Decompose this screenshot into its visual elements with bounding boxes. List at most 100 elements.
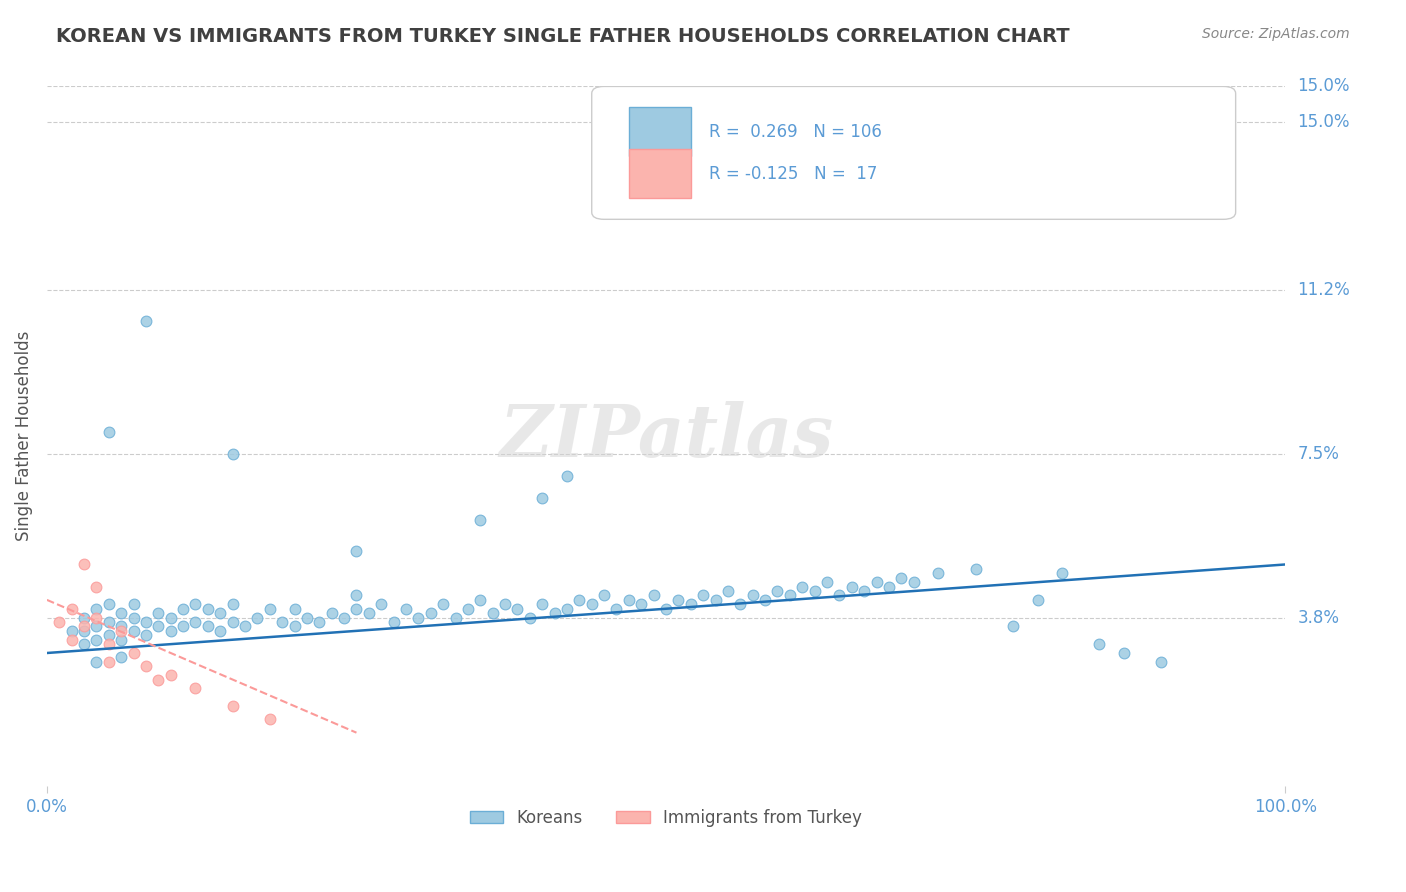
Koreans xyxy=(246,610,269,624)
Immigrants from Turkey xyxy=(97,655,120,669)
Koreans xyxy=(209,624,232,638)
Koreans xyxy=(630,597,652,611)
Koreans xyxy=(221,615,243,629)
Text: ZIPatlas: ZIPatlas xyxy=(499,401,834,472)
Koreans xyxy=(444,610,467,624)
Immigrants from Turkey xyxy=(221,699,243,714)
Immigrants from Turkey xyxy=(97,637,120,651)
Immigrants from Turkey xyxy=(135,659,157,673)
Koreans xyxy=(172,619,194,633)
Text: 15.0%: 15.0% xyxy=(1298,78,1350,95)
Koreans xyxy=(593,589,616,603)
Y-axis label: Single Father Households: Single Father Households xyxy=(15,331,32,541)
Koreans xyxy=(419,606,441,620)
Koreans xyxy=(617,593,640,607)
Koreans xyxy=(395,601,418,615)
Koreans xyxy=(333,610,356,624)
Koreans xyxy=(271,615,294,629)
Koreans xyxy=(494,597,516,611)
Koreans xyxy=(1026,593,1049,607)
Koreans xyxy=(184,615,207,629)
Koreans xyxy=(221,447,243,461)
Koreans xyxy=(135,628,157,642)
Koreans xyxy=(110,632,132,647)
Koreans xyxy=(184,597,207,611)
Koreans xyxy=(543,606,565,620)
Koreans xyxy=(581,597,603,611)
Koreans xyxy=(679,597,702,611)
Koreans xyxy=(135,314,157,328)
Koreans xyxy=(97,615,120,629)
FancyBboxPatch shape xyxy=(592,87,1236,219)
Koreans xyxy=(97,597,120,611)
Text: 7.5%: 7.5% xyxy=(1298,445,1340,463)
Koreans xyxy=(903,575,925,590)
Koreans xyxy=(841,580,863,594)
Text: R =  0.269   N = 106: R = 0.269 N = 106 xyxy=(710,123,882,141)
Koreans xyxy=(122,597,145,611)
Koreans xyxy=(283,601,305,615)
Koreans xyxy=(97,628,120,642)
Koreans xyxy=(1001,619,1024,633)
Koreans xyxy=(159,610,181,624)
Koreans xyxy=(197,619,219,633)
Koreans xyxy=(148,619,170,633)
Koreans xyxy=(86,601,108,615)
Koreans xyxy=(828,589,851,603)
Koreans xyxy=(555,601,578,615)
Koreans xyxy=(122,610,145,624)
Immigrants from Turkey xyxy=(73,558,96,572)
Koreans xyxy=(927,566,949,581)
Koreans xyxy=(346,589,368,603)
Koreans xyxy=(73,610,96,624)
Text: 15.0%: 15.0% xyxy=(1298,113,1350,131)
Immigrants from Turkey xyxy=(148,673,170,687)
Koreans xyxy=(531,597,554,611)
Koreans xyxy=(766,584,789,599)
Koreans xyxy=(1150,655,1173,669)
Koreans xyxy=(408,610,430,624)
Koreans xyxy=(815,575,838,590)
Koreans xyxy=(470,593,492,607)
Koreans xyxy=(73,637,96,651)
Koreans xyxy=(73,624,96,638)
Koreans xyxy=(60,624,83,638)
Koreans xyxy=(110,606,132,620)
Koreans xyxy=(643,589,665,603)
Koreans xyxy=(346,601,368,615)
Koreans xyxy=(803,584,825,599)
Koreans xyxy=(668,593,690,607)
Koreans xyxy=(555,469,578,483)
Koreans xyxy=(1114,646,1136,660)
Koreans xyxy=(457,601,479,615)
Koreans xyxy=(370,597,392,611)
Immigrants from Turkey xyxy=(86,610,108,624)
Immigrants from Turkey xyxy=(159,668,181,682)
Immigrants from Turkey xyxy=(110,624,132,638)
Koreans xyxy=(692,589,714,603)
Koreans xyxy=(321,606,343,620)
Koreans xyxy=(506,601,529,615)
Koreans xyxy=(110,619,132,633)
Immigrants from Turkey xyxy=(86,580,108,594)
Bar xyxy=(628,149,690,198)
Koreans xyxy=(519,610,541,624)
Koreans xyxy=(283,619,305,633)
Immigrants from Turkey xyxy=(60,601,83,615)
Koreans xyxy=(346,544,368,558)
Text: KOREAN VS IMMIGRANTS FROM TURKEY SINGLE FATHER HOUSEHOLDS CORRELATION CHART: KOREAN VS IMMIGRANTS FROM TURKEY SINGLE … xyxy=(56,27,1070,45)
Koreans xyxy=(259,601,281,615)
Immigrants from Turkey xyxy=(184,681,207,696)
Koreans xyxy=(295,610,318,624)
Koreans xyxy=(308,615,330,629)
Koreans xyxy=(86,619,108,633)
Koreans xyxy=(148,606,170,620)
Koreans xyxy=(754,593,776,607)
Koreans xyxy=(704,593,727,607)
Koreans xyxy=(197,601,219,615)
Koreans xyxy=(605,601,627,615)
Koreans xyxy=(890,571,912,585)
Koreans xyxy=(470,513,492,527)
Koreans xyxy=(209,606,232,620)
Koreans xyxy=(741,589,763,603)
